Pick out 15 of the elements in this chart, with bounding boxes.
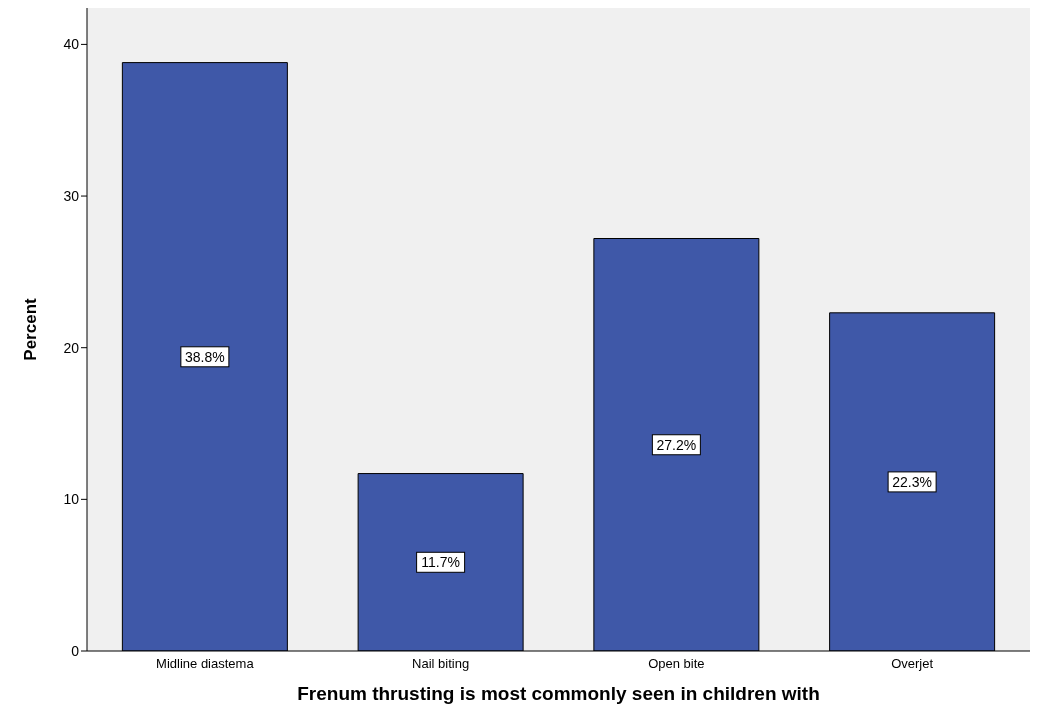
x-tick-label: Nail biting (412, 656, 470, 672)
x-tick-label: Open bite (648, 656, 705, 672)
data-label: 38.8% (185, 348, 225, 365)
x-tick-label: Midline diastema (156, 656, 255, 672)
y-tick-label: 20 (63, 339, 80, 356)
data-label: 11.7% (421, 554, 460, 571)
x-tick-label: Overjet (891, 656, 934, 672)
y-axis-title: Percent (21, 297, 41, 361)
y-tick-label: 30 (63, 188, 80, 205)
y-tick-label: 10 (63, 491, 80, 508)
data-label: 27.2% (656, 436, 697, 453)
data-label: 22.3% (892, 473, 932, 490)
x-axis-title: Frenum thrusting is most commonly seen in children with (297, 683, 820, 705)
y-tick-label: 0 (71, 642, 80, 659)
y-tick-label: 40 (63, 36, 80, 53)
